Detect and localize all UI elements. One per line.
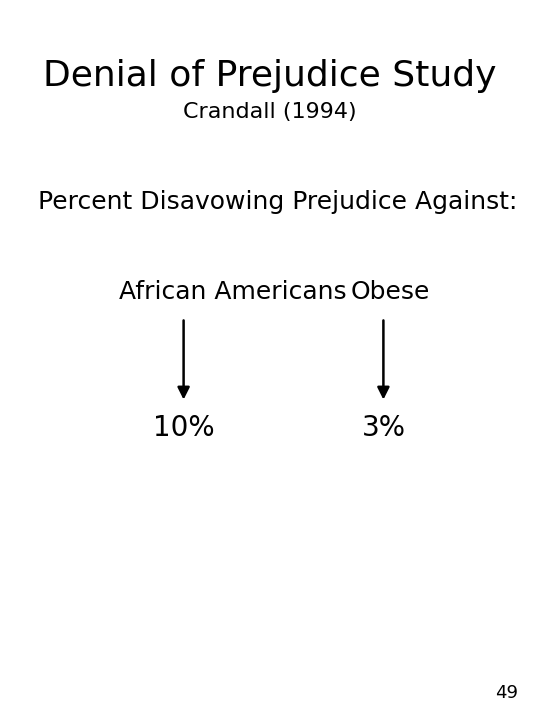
Text: Percent Disavowing Prejudice Against:: Percent Disavowing Prejudice Against: — [38, 189, 517, 214]
Text: Crandall (1994): Crandall (1994) — [183, 102, 357, 122]
Text: 49: 49 — [495, 684, 518, 702]
Text: Obese: Obese — [351, 279, 430, 304]
Text: African Americans: African Americans — [119, 279, 347, 304]
Text: Denial of Prejudice Study: Denial of Prejudice Study — [43, 58, 497, 93]
Text: 10%: 10% — [153, 415, 214, 442]
Text: 3%: 3% — [361, 415, 406, 442]
